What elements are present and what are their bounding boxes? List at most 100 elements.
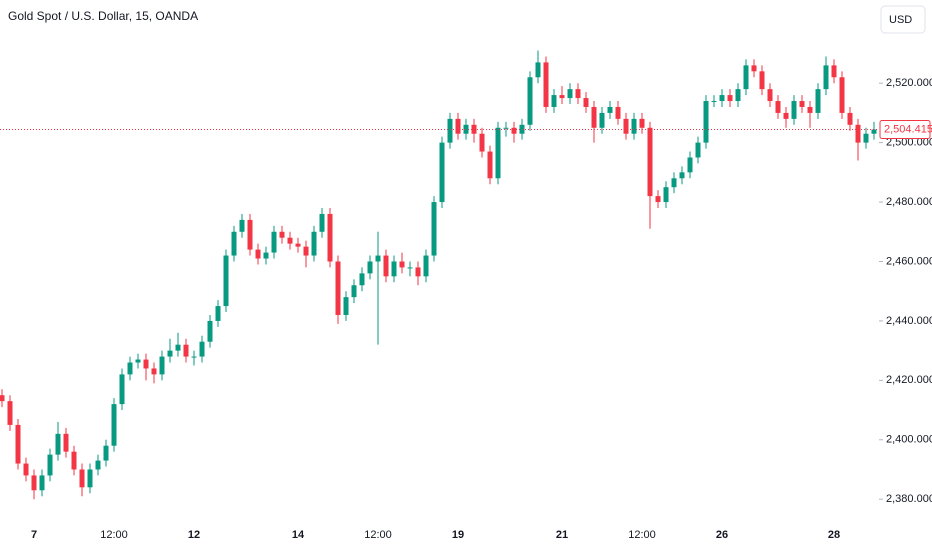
candle-body	[39, 475, 45, 491]
candle-body	[439, 142, 445, 203]
candle-body	[7, 401, 13, 425]
x-tick-label: 12:00	[100, 529, 128, 541]
candle-body	[703, 101, 709, 143]
candle-body	[647, 127, 653, 197]
candle-body	[367, 261, 373, 274]
candle-body	[359, 273, 365, 286]
candle-body	[639, 118, 645, 128]
candle-body	[815, 89, 821, 113]
candle-body	[247, 219, 253, 250]
candle-body	[847, 112, 853, 125]
candle-body	[719, 95, 725, 102]
candle-body	[871, 129, 877, 134]
candle-body	[863, 133, 869, 143]
candle-body	[407, 267, 413, 269]
last-price-label: 2,504.415	[884, 123, 932, 135]
candle-body	[543, 62, 549, 107]
candle-body	[447, 118, 453, 143]
candle-body	[607, 106, 613, 113]
candle-body	[575, 89, 581, 99]
candle-body	[855, 124, 861, 143]
candle-body	[239, 219, 245, 232]
candle-body	[615, 106, 621, 119]
candle-body	[303, 246, 309, 256]
candle-body	[775, 101, 781, 113]
candle-body	[271, 231, 277, 253]
candle-body	[279, 231, 285, 238]
candle-body	[223, 255, 229, 307]
candle-body	[103, 445, 109, 461]
candle-body	[383, 255, 389, 277]
candle-body	[591, 106, 597, 128]
candle-body	[343, 297, 349, 315]
candle-body	[263, 252, 269, 259]
candle-body	[23, 463, 29, 476]
candle-body	[159, 356, 165, 375]
currency-label[interactable]: USD	[889, 14, 912, 26]
candle-body	[743, 65, 749, 90]
candle-body	[479, 133, 485, 152]
x-tick-label: 12:00	[628, 529, 656, 541]
candle-body	[783, 112, 789, 119]
candle-body	[663, 187, 669, 203]
x-tick-label: 7	[31, 529, 37, 541]
candle-body	[0, 395, 5, 402]
candle-body	[295, 243, 301, 247]
candle-body	[199, 341, 205, 357]
currency-button[interactable]	[880, 5, 926, 34]
candle-body	[335, 261, 341, 315]
y-tick-label: 2,460.000	[886, 255, 932, 267]
candle-body	[415, 267, 421, 277]
candle-body	[735, 89, 741, 102]
candle-body	[183, 344, 189, 357]
y-tick-label: 2,480.000	[886, 196, 932, 208]
candle-body	[511, 127, 517, 134]
candle-body	[839, 77, 845, 113]
candle-body	[487, 151, 493, 179]
candle-body	[455, 118, 461, 134]
candle-body	[423, 255, 429, 277]
candle-body	[327, 213, 333, 262]
candle-body	[567, 89, 573, 99]
candle-body	[583, 98, 589, 107]
candle-body	[191, 356, 197, 358]
candle-body	[399, 261, 405, 268]
x-tick-label: 21	[556, 529, 568, 541]
y-tick-label: 2,520.000	[886, 77, 932, 89]
candle-body	[631, 118, 637, 134]
candle-body	[599, 112, 605, 128]
candle-body	[655, 196, 661, 203]
candle-body	[87, 469, 93, 488]
y-tick-label: 2,440.000	[886, 315, 932, 327]
candle-body	[135, 359, 141, 363]
candle-body	[535, 62, 541, 78]
candle-body	[527, 77, 533, 125]
candle-body	[551, 95, 557, 107]
candle-body	[727, 95, 733, 102]
candle-body	[119, 374, 125, 405]
candle-body	[175, 344, 181, 351]
candle-body	[391, 261, 397, 277]
y-tick-label: 2,400.000	[886, 434, 932, 446]
candle-body	[503, 127, 509, 129]
x-tick-label: 12	[188, 529, 200, 541]
x-tick-label: 19	[452, 529, 464, 541]
candle-body	[287, 237, 293, 244]
candle-body	[559, 95, 565, 99]
candle-body	[671, 178, 677, 188]
candle-body	[375, 255, 381, 262]
candle-body	[831, 65, 837, 78]
candle-body	[463, 124, 469, 134]
candle-body	[807, 106, 813, 113]
y-tick-label: 2,420.000	[886, 374, 932, 386]
y-tick-label: 2,500.000	[886, 137, 932, 149]
candle-body	[431, 202, 437, 256]
x-tick-label: 26	[716, 529, 728, 541]
candle-body	[751, 65, 757, 72]
candle-body	[319, 213, 325, 232]
x-tick-label: 14	[292, 529, 305, 541]
candle-body	[47, 454, 53, 476]
candle-body	[255, 249, 261, 259]
y-tick-label: 2,380.000	[886, 493, 932, 505]
candle-body	[823, 65, 829, 90]
